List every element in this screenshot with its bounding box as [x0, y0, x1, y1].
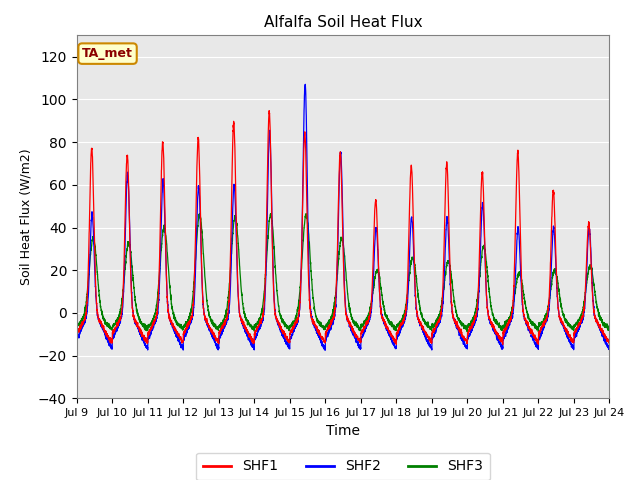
- Text: TA_met: TA_met: [82, 47, 133, 60]
- Title: Alfalfa Soil Heat Flux: Alfalfa Soil Heat Flux: [264, 15, 422, 30]
- SHF2: [73, 336, 81, 342]
- SHF1: [73, 329, 81, 335]
- Line: SHF2: SHF2: [77, 84, 609, 350]
- SHF1: [323, 327, 331, 333]
- SHF3: [433, 316, 441, 322]
- SHF3: [73, 325, 81, 331]
- SHF3: [605, 327, 612, 333]
- SHF1: [433, 320, 441, 326]
- Legend: SHF1, SHF2, SHF3: SHF1, SHF2, SHF3: [196, 453, 490, 480]
- SHF1: [169, 322, 177, 327]
- Line: SHF3: SHF3: [77, 214, 609, 332]
- SHF2: [605, 347, 612, 352]
- SHF3: [493, 317, 500, 323]
- SHF1: [499, 342, 506, 348]
- SHF3: [196, 211, 204, 216]
- SHF3: [605, 327, 613, 333]
- SHF2: [301, 82, 309, 87]
- SHF2: [321, 348, 329, 353]
- SHF3: [323, 323, 331, 328]
- Y-axis label: Soil Heat Flux (W/m2): Soil Heat Flux (W/m2): [19, 148, 33, 285]
- X-axis label: Time: Time: [326, 424, 360, 438]
- SHF2: [605, 346, 613, 351]
- SHF2: [433, 324, 441, 330]
- SHF2: [323, 332, 331, 338]
- SHF3: [169, 307, 177, 312]
- SHF2: [169, 325, 177, 331]
- SHF2: [463, 344, 470, 350]
- SHF3: [534, 329, 542, 335]
- SHF3: [463, 326, 470, 332]
- SHF1: [266, 108, 273, 114]
- SHF1: [493, 330, 500, 336]
- Line: SHF1: SHF1: [77, 111, 609, 345]
- SHF1: [463, 338, 470, 344]
- SHF1: [605, 339, 613, 345]
- SHF1: [605, 339, 612, 345]
- SHF2: [493, 334, 500, 340]
